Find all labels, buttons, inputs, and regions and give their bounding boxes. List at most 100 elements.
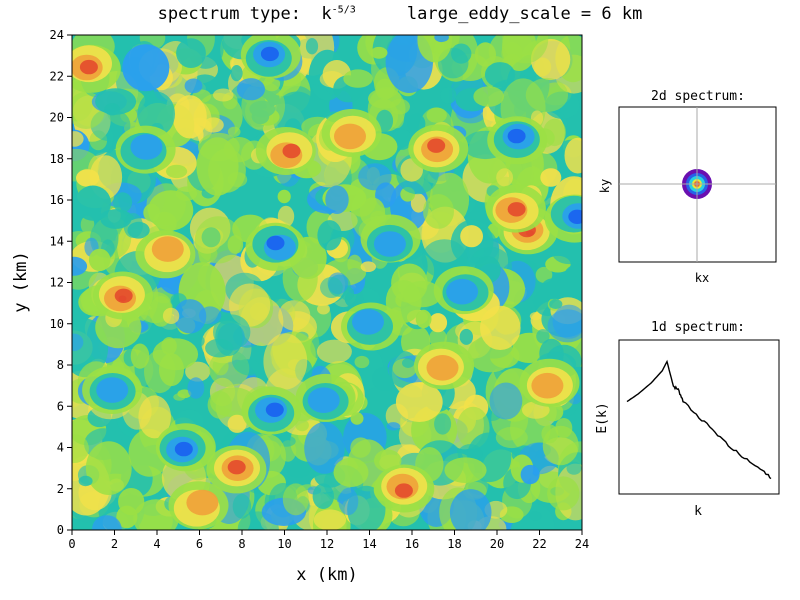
x-tick-label: 14 [362, 537, 376, 551]
heatmap-blob [72, 333, 84, 351]
heatmap-blob [354, 355, 370, 369]
heatmap-blob [440, 87, 457, 104]
heatmap-blob [551, 238, 582, 265]
y-tick-label: 2 [57, 482, 64, 496]
heatmap-blob [118, 488, 145, 516]
heatmap-blob [148, 190, 194, 231]
x-tick-label: 6 [196, 537, 203, 551]
heatmap-blob [444, 457, 487, 484]
heatmap-blob [312, 483, 334, 510]
heatmap-hotspot [426, 355, 459, 381]
x-tick-label: 4 [153, 537, 160, 551]
y-axis-label: y (km) [11, 251, 31, 312]
x-tick-label: 2 [111, 537, 118, 551]
y-tick-label: 4 [57, 441, 64, 455]
heatmap-blob [122, 44, 170, 92]
heatmap-blob [495, 426, 528, 449]
heatmap-blob [213, 314, 251, 350]
heatmap-hotspot [307, 387, 340, 414]
y-tick-label: 6 [57, 399, 64, 413]
heatmap-blob [520, 464, 540, 485]
heatmap-hotspot [186, 489, 219, 516]
heatmap-blob [410, 193, 427, 213]
heatmap-blob [277, 189, 291, 204]
heatmap-blob [236, 78, 265, 101]
heatmap-blob [72, 434, 89, 463]
x-tick-label: 22 [532, 537, 546, 551]
heatmap-blob [496, 168, 513, 187]
heatmap-blob [185, 361, 211, 382]
heatmap-blob [78, 475, 93, 487]
heatmap-blob [286, 461, 311, 478]
x-tick-label: 18 [447, 537, 461, 551]
x-axis-ticks: 0 2 4 6 8 10 12 14 16 18 20 22 24 [68, 530, 589, 551]
heatmap-hotspot [130, 134, 163, 160]
heatmap-hotspot [507, 202, 526, 217]
spectrum-1d-panel: 1d spectrum: k E(k) [595, 320, 780, 519]
main-title: spectrum type: k-5/3 large_eddy_scale = … [157, 4, 643, 24]
heatmap-blob [176, 38, 206, 68]
heatmap-blob [480, 305, 521, 350]
heatmap-blob [529, 312, 543, 321]
heatmap-hotspot [96, 377, 129, 403]
heatmap-blob [460, 225, 483, 248]
heatmap-blob [564, 137, 582, 174]
heatmap-blob [391, 263, 428, 303]
x-tick-label: 8 [238, 537, 245, 551]
heatmap-blob [350, 437, 371, 458]
heatmap-blob [295, 419, 309, 432]
heatmap-blob [172, 95, 207, 139]
heatmap-blob [137, 91, 175, 137]
x-tick-label: 0 [68, 537, 75, 551]
heatmap-blob [130, 343, 150, 369]
heatmap-blob [536, 329, 550, 344]
heatmap-blob [313, 509, 347, 530]
heatmap-blob [72, 256, 88, 276]
heatmap-hotspot [260, 46, 279, 62]
heatmap-blob [449, 489, 492, 530]
spectrum-1d-frame [618, 339, 780, 495]
heatmap-blob [489, 382, 523, 420]
heatmap-blob [152, 338, 199, 371]
heatmap-blob [230, 65, 243, 82]
heatmap-blob [434, 35, 449, 43]
heatmap-blob [395, 382, 443, 422]
heatmap-blob [529, 511, 542, 521]
heatmap-blob [525, 77, 569, 113]
spectrum-1d-line [626, 359, 772, 480]
heatmap-field [72, 35, 582, 530]
y-tick-label: 10 [50, 317, 64, 331]
heatmap-blob [166, 164, 188, 179]
heatmap-blob [231, 344, 273, 376]
heatmap-hotspot [373, 231, 406, 257]
heatmap-panel: 0 2 4 6 8 10 12 14 16 18 20 22 24 024681012141618202… [11, 28, 589, 585]
heatmap-blob [198, 306, 222, 325]
heatmap-blob [473, 86, 505, 107]
heatmap-blob [415, 309, 432, 329]
heatmap-hotspot [282, 143, 301, 159]
heatmap-hotspot [334, 123, 366, 150]
heatmap-blob [358, 163, 392, 191]
heatmap-blob [173, 393, 186, 401]
heatmap-hotspot [266, 235, 285, 251]
heatmap-blob [540, 168, 562, 187]
heatmap-blob [317, 220, 342, 251]
heatmap-blob [213, 88, 234, 102]
heatmap-blob [423, 194, 454, 229]
heatmap-blob [173, 299, 207, 334]
heatmap-hotspot [568, 209, 582, 224]
heatmap-blob [277, 205, 295, 228]
heatmap-blob [227, 126, 241, 137]
heatmap-hotspot [446, 278, 479, 305]
heatmap-blob [143, 203, 160, 222]
heatmap-hotspot [151, 236, 184, 262]
heatmap-blob [386, 422, 401, 431]
heatmap-blob [278, 300, 311, 331]
heatmap-blob [541, 278, 566, 300]
x-tick-label: 12 [320, 537, 334, 551]
heatmap-blob [320, 277, 343, 298]
x-tick-label: 16 [405, 537, 419, 551]
heatmap-hotspot [174, 441, 193, 457]
heatmap-blob [72, 131, 84, 147]
